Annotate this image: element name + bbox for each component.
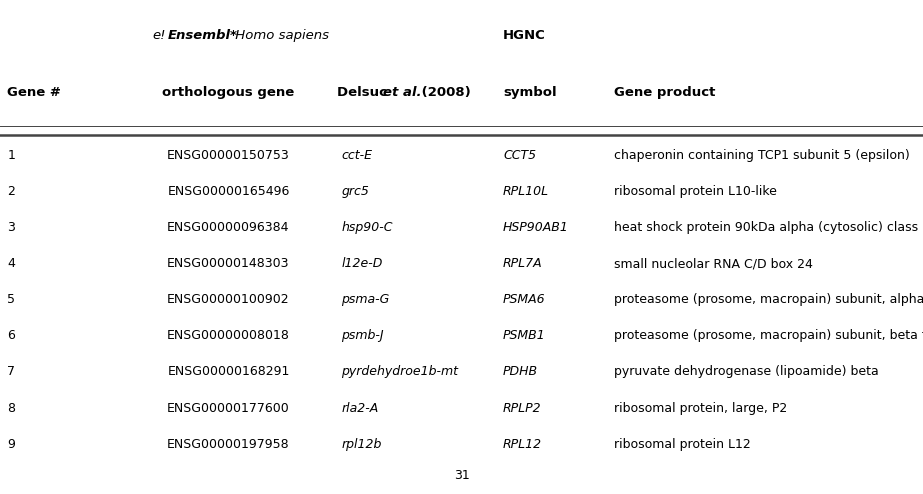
Text: 6: 6 [7, 329, 16, 342]
Text: Delsuc: Delsuc [337, 86, 391, 99]
Text: symbol: symbol [503, 86, 557, 99]
Text: 8: 8 [7, 402, 16, 414]
Text: pyruvate dehydrogenase (lipoamide) beta: pyruvate dehydrogenase (lipoamide) beta [614, 366, 879, 378]
Text: ribosomal protein L10-like: ribosomal protein L10-like [614, 185, 776, 198]
Text: Ensembl*: Ensembl* [168, 29, 238, 42]
Text: Gene #: Gene # [7, 86, 61, 99]
Text: Homo sapiens: Homo sapiens [231, 29, 329, 42]
Text: chaperonin containing TCP1 subunit 5 (epsilon): chaperonin containing TCP1 subunit 5 (ep… [614, 149, 909, 162]
Text: et al.: et al. [383, 86, 422, 99]
Text: 1: 1 [7, 149, 16, 162]
Text: hsp90-C: hsp90-C [342, 221, 393, 234]
Text: proteasome (prosome, macropain) subunit, alpha: proteasome (prosome, macropain) subunit,… [614, 293, 923, 306]
Text: ENSG00000197958: ENSG00000197958 [167, 438, 290, 451]
Text: RPLP2: RPLP2 [503, 402, 542, 414]
Text: HSP90AB1: HSP90AB1 [503, 221, 569, 234]
Text: 7: 7 [7, 366, 16, 378]
Text: proteasome (prosome, macropain) subunit, beta ty: proteasome (prosome, macropain) subunit,… [614, 329, 923, 342]
Text: orthologous gene: orthologous gene [162, 86, 294, 99]
Text: 31: 31 [453, 469, 470, 482]
Text: PDHB: PDHB [503, 366, 538, 378]
Text: 2: 2 [7, 185, 16, 198]
Text: RPL7A: RPL7A [503, 257, 543, 270]
Text: 4: 4 [7, 257, 16, 270]
Text: ENSG00000177600: ENSG00000177600 [167, 402, 290, 414]
Text: rla2-A: rla2-A [342, 402, 378, 414]
Text: 9: 9 [7, 438, 16, 451]
Text: CCT5: CCT5 [503, 149, 536, 162]
Text: ENSG00000168291: ENSG00000168291 [167, 366, 290, 378]
Text: ribosomal protein L12: ribosomal protein L12 [614, 438, 750, 451]
Text: Gene product: Gene product [614, 86, 715, 99]
Text: ENSG00000008018: ENSG00000008018 [167, 329, 290, 342]
Text: ENSG00000148303: ENSG00000148303 [167, 257, 290, 270]
Text: ENSG00000100902: ENSG00000100902 [167, 293, 290, 306]
Text: ribosomal protein, large, P2: ribosomal protein, large, P2 [614, 402, 787, 414]
Text: (2008): (2008) [417, 86, 471, 99]
Text: RPL10L: RPL10L [503, 185, 549, 198]
Text: e!: e! [152, 29, 166, 42]
Text: heat shock protein 90kDa alpha (cytosolic) class: heat shock protein 90kDa alpha (cytosoli… [614, 221, 917, 234]
Text: 3: 3 [7, 221, 16, 234]
Text: rpl12b: rpl12b [342, 438, 382, 451]
Text: small nucleolar RNA C/D box 24: small nucleolar RNA C/D box 24 [614, 257, 812, 270]
Text: cct-E: cct-E [342, 149, 373, 162]
Text: ENSG00000150753: ENSG00000150753 [167, 149, 290, 162]
Text: PSMA6: PSMA6 [503, 293, 545, 306]
Text: 5: 5 [7, 293, 16, 306]
Text: pyrdehydroe1b-mt: pyrdehydroe1b-mt [342, 366, 459, 378]
Text: HGNC: HGNC [503, 29, 545, 42]
Text: PSMB1: PSMB1 [503, 329, 545, 342]
Text: l12e-D: l12e-D [342, 257, 383, 270]
Text: RPL12: RPL12 [503, 438, 542, 451]
Text: ENSG00000165496: ENSG00000165496 [167, 185, 290, 198]
Text: grc5: grc5 [342, 185, 369, 198]
Text: ENSG00000096384: ENSG00000096384 [167, 221, 290, 234]
Text: psmb-J: psmb-J [342, 329, 384, 342]
Text: psma-G: psma-G [342, 293, 390, 306]
